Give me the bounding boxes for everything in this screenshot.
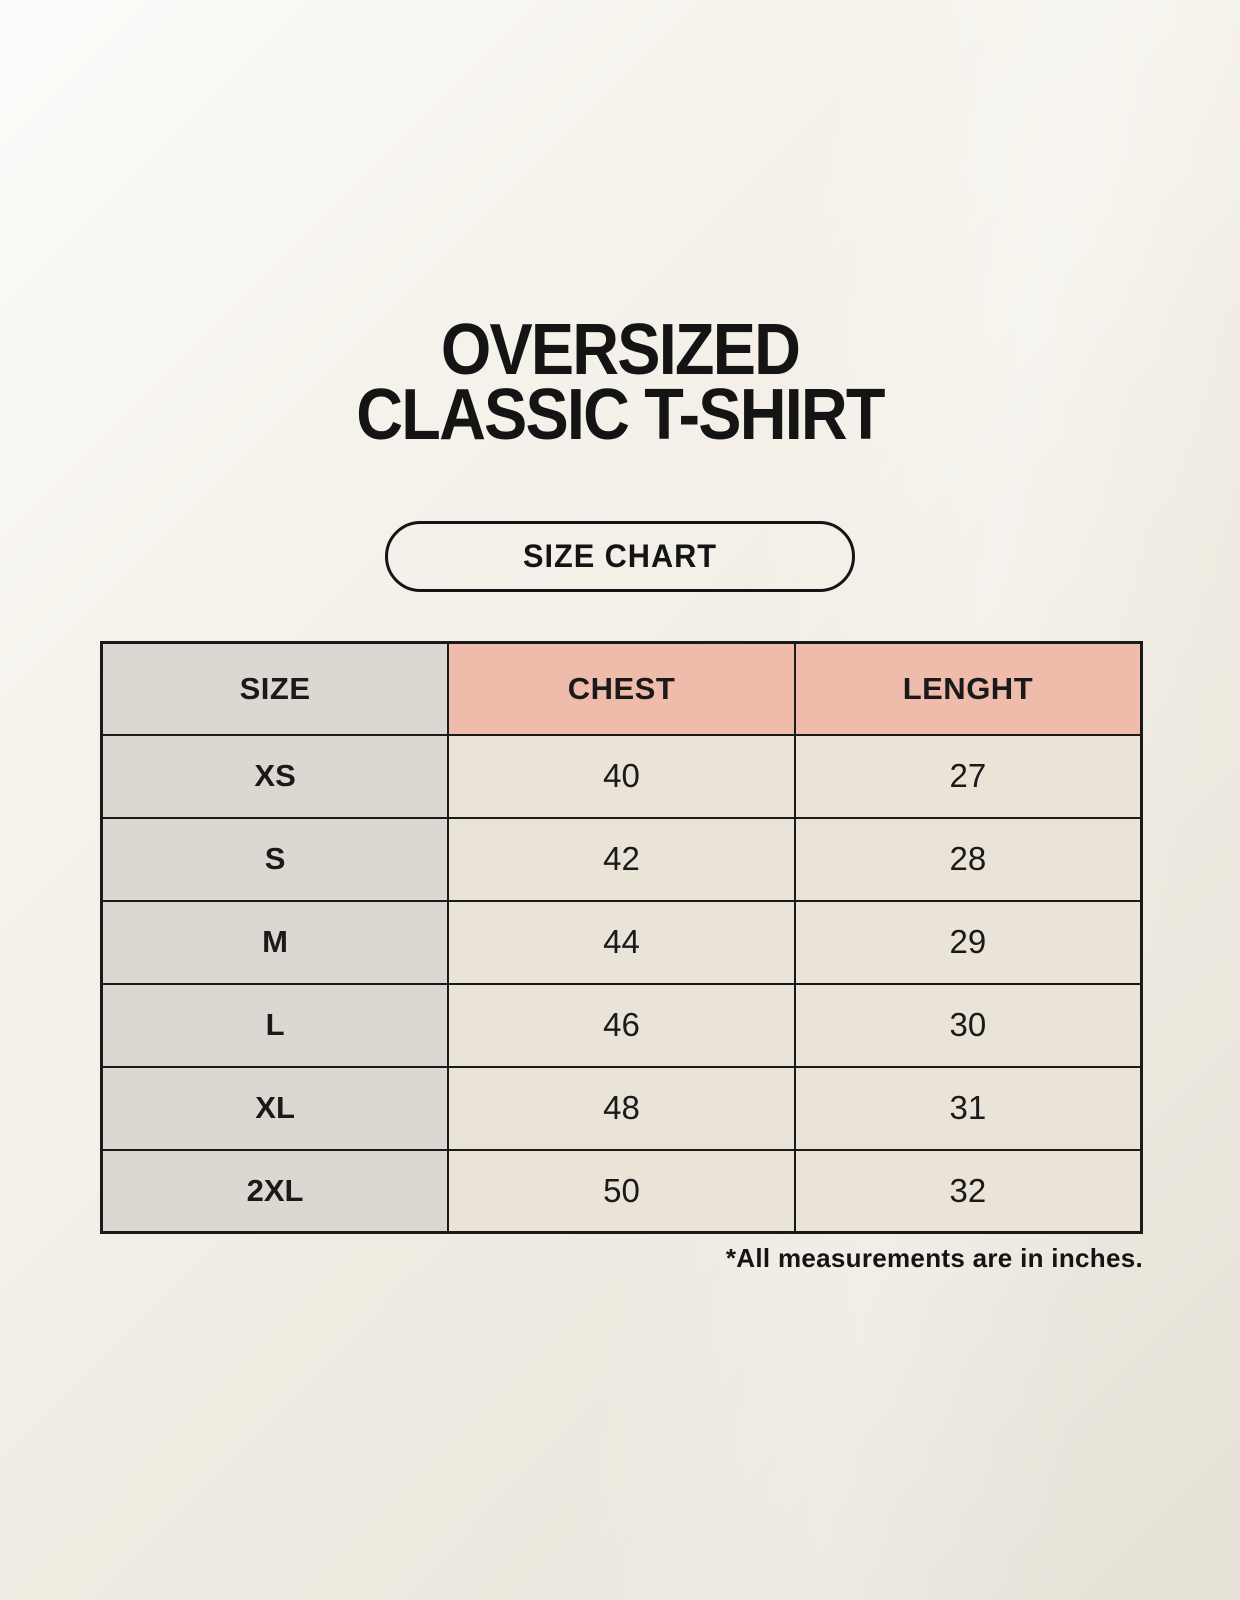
- page-title-line1: OVERSIZED: [440, 310, 801, 390]
- table-row: L 46 30: [100, 982, 1143, 1068]
- chest-cell: 44: [447, 899, 796, 985]
- chest-cell: 42: [447, 816, 796, 902]
- size-table: SIZE CHEST LENGHT XS 40 27 S 42 28 M 44 …: [100, 641, 1143, 1234]
- size-cell: L: [100, 982, 450, 1068]
- chest-cell: 46: [447, 982, 796, 1068]
- size-cell: 2XL: [100, 1148, 450, 1234]
- lenght-cell: 31: [793, 1065, 1143, 1151]
- page-title-line2: CLASSIC T-SHIRT: [356, 375, 885, 455]
- chest-cell: 40: [447, 733, 796, 819]
- table-row: 2XL 50 32: [100, 1148, 1143, 1234]
- lenght-cell: 29: [793, 899, 1143, 985]
- table-row: M 44 29: [100, 899, 1143, 985]
- lenght-cell: 30: [793, 982, 1143, 1068]
- lenght-cell: 27: [793, 733, 1143, 819]
- size-cell: S: [100, 816, 450, 902]
- size-table-header-row: SIZE CHEST LENGHT: [100, 641, 1143, 736]
- page-title: OVERSIZED CLASSIC T-SHIRT: [62, 314, 1178, 451]
- chest-cell: 48: [447, 1065, 796, 1151]
- size-chart-button-label: SIZE CHART: [523, 538, 717, 574]
- size-cell: M: [100, 899, 450, 985]
- size-chart-button[interactable]: SIZE CHART: [385, 521, 855, 592]
- table-row: XL 48 31: [100, 1065, 1143, 1151]
- column-header-chest: CHEST: [447, 641, 796, 736]
- column-header-lenght: LENGHT: [793, 641, 1143, 736]
- measurements-footnote: *All measurements are in inches.: [725, 1243, 1143, 1273]
- table-row: S 42 28: [100, 816, 1143, 902]
- table-row: XS 40 27: [100, 733, 1143, 819]
- size-cell: XL: [100, 1065, 450, 1151]
- size-cell: XS: [100, 733, 450, 819]
- lenght-cell: 32: [793, 1148, 1143, 1234]
- lenght-cell: 28: [793, 816, 1143, 902]
- chest-cell: 50: [447, 1148, 796, 1234]
- column-header-size: SIZE: [100, 641, 450, 736]
